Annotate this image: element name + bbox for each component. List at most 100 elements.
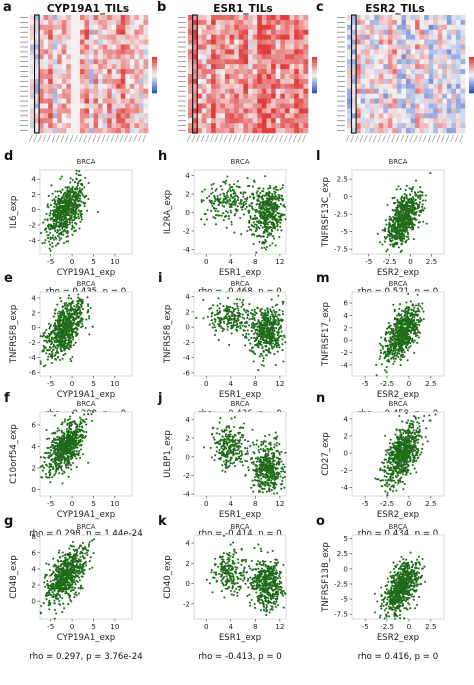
heatmap-cell <box>48 98 53 104</box>
scatter-point <box>73 420 76 423</box>
heatmap-cell <box>134 78 140 85</box>
scatter-point <box>49 451 52 454</box>
scatter-point <box>92 538 95 541</box>
heatmap-cell <box>197 108 203 114</box>
heatmap-cell <box>229 123 235 129</box>
heatmap-cell <box>238 19 244 26</box>
heatmap-cell <box>201 49 207 55</box>
scatter-point <box>63 216 66 219</box>
heatmap-cell <box>266 69 272 75</box>
heatmap-cell <box>143 74 149 80</box>
heatmap-cell <box>261 69 267 75</box>
scatter-point <box>51 595 54 598</box>
heatmap-cell <box>224 44 230 50</box>
heatmap-cell <box>401 98 407 104</box>
scatter-point <box>66 208 69 211</box>
scatter-point <box>71 583 74 586</box>
heatmap-cell <box>102 44 108 50</box>
heatmap-cell <box>206 83 212 90</box>
heatmap-cell <box>107 83 112 90</box>
heatmap-cell <box>437 74 443 80</box>
heatmap-cell <box>70 83 76 90</box>
scatter-point <box>41 464 44 467</box>
scatter-point <box>78 444 81 447</box>
heatmap-cell <box>248 59 253 65</box>
heatmap-cell <box>365 69 370 75</box>
heatmap-cell <box>107 29 112 35</box>
scatter-point <box>48 584 51 588</box>
heatmap-cell <box>410 29 416 35</box>
heatmap-cell <box>197 54 203 60</box>
scatter-point <box>71 411 74 414</box>
heatmap-cell <box>280 83 286 90</box>
heatmap-cell <box>396 118 402 124</box>
heatmap-cell <box>392 88 398 94</box>
heatmap-cell <box>271 54 276 60</box>
heatmap-cell <box>43 98 49 104</box>
heatmap-cell <box>201 118 207 124</box>
heatmap-cell <box>120 59 126 65</box>
heatmap-cell <box>437 69 443 75</box>
scatter-point <box>90 419 94 422</box>
heatmap-cell <box>437 123 443 129</box>
scatter-point <box>56 444 59 447</box>
heatmap-cell <box>261 54 267 60</box>
heatmap-cell <box>248 29 253 35</box>
scatter-point <box>49 468 52 471</box>
scatter-point <box>79 456 82 459</box>
heatmap-cell <box>360 34 366 40</box>
heatmap-cell <box>419 24 425 31</box>
heatmap-cell <box>360 128 366 134</box>
heatmap-cell <box>378 64 384 70</box>
heatmap-cell <box>374 44 380 50</box>
scatter-point <box>58 585 61 588</box>
col-label-mark <box>368 134 373 143</box>
scatter-point <box>41 469 44 472</box>
scatter-point <box>65 466 68 469</box>
heatmap-cell <box>455 74 461 80</box>
scatter-point <box>65 197 68 200</box>
heatmap-cell <box>271 64 276 70</box>
heatmap-cell <box>211 15 216 21</box>
scatter-point <box>68 345 71 348</box>
heatmap-cell <box>79 123 85 129</box>
heatmap-cell <box>201 83 207 90</box>
scatter-point <box>70 228 73 231</box>
heatmap-cell <box>261 49 267 55</box>
heatmap-cell <box>257 78 263 85</box>
scatter-point <box>52 431 55 435</box>
heatmap-cell <box>43 49 49 55</box>
scatter-point <box>57 326 60 329</box>
heatmap-cell <box>243 88 249 94</box>
heatmap-cell <box>89 19 94 26</box>
heatmap-cell <box>298 15 304 21</box>
colorbar-segment <box>469 67 474 70</box>
scatter-point <box>54 226 57 229</box>
heatmap-cell <box>188 15 193 21</box>
heatmap-cell <box>143 44 149 50</box>
heatmap-cell <box>48 29 53 35</box>
heatmap-cell <box>257 108 263 114</box>
heatmap-cell <box>360 69 366 75</box>
heatmap-cell <box>43 69 49 75</box>
heatmap-cell <box>369 98 375 104</box>
heatmap-cell <box>424 74 429 80</box>
heatmap-cell <box>75 19 81 26</box>
scatter-point <box>55 351 58 354</box>
scatter-point <box>71 574 74 577</box>
heatmap-cell <box>369 128 375 134</box>
heatmap-cell <box>234 54 240 60</box>
scatter-point <box>54 573 57 576</box>
heatmap-cell <box>129 44 135 50</box>
heatmap-cell <box>107 74 112 80</box>
heatmap-cell <box>455 98 461 104</box>
scatter-point <box>72 321 75 324</box>
heatmap-cell <box>392 118 398 124</box>
heatmap-cell <box>52 98 58 104</box>
scatter-point <box>81 325 84 328</box>
heatmap-cell <box>52 29 58 35</box>
scatter-point <box>58 207 61 210</box>
plot-frame <box>193 169 287 255</box>
scatter-point <box>49 249 52 252</box>
heatmap-cell <box>30 128 35 134</box>
